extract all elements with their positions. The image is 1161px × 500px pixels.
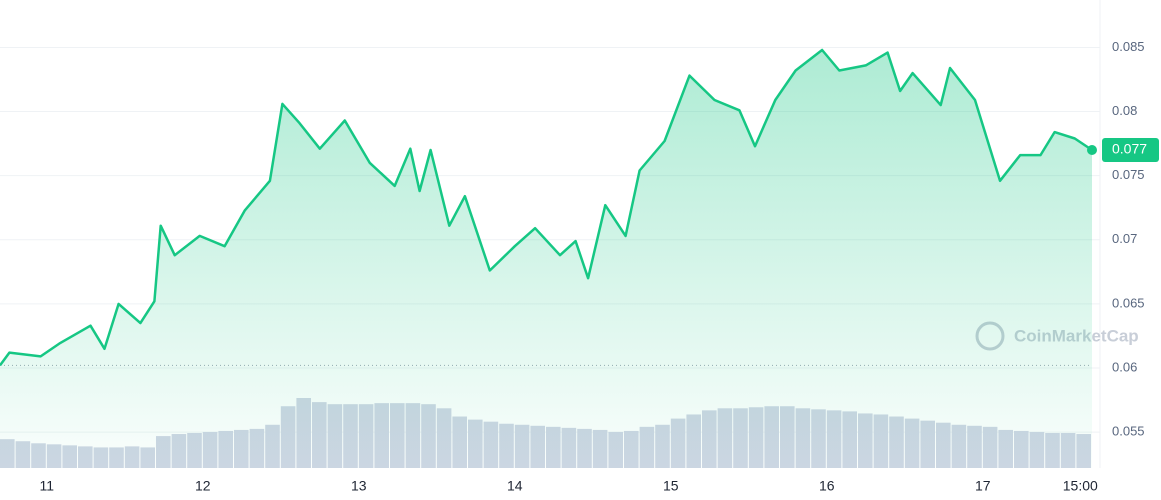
x-tick-label: 14 <box>507 478 523 494</box>
x-tick-label: 13 <box>351 478 367 494</box>
x-tick-label: 16 <box>819 478 835 494</box>
x-tick-label: 17 <box>975 478 991 494</box>
y-tick-label: 0.075 <box>1112 167 1145 182</box>
y-tick-label: 0.055 <box>1112 424 1145 439</box>
last-point <box>1087 145 1097 156</box>
price-line <box>0 48 1093 367</box>
y-tick-label: 0.065 <box>1112 295 1145 310</box>
x-tick-label: 15:00 <box>1063 478 1098 494</box>
x-tick-label: 11 <box>40 478 55 494</box>
y-tick-label: 0.08 <box>1112 103 1137 118</box>
price-area <box>0 50 1092 468</box>
x-tick-label: 12 <box>195 478 211 494</box>
price-tag-label: 0.077 <box>1112 141 1147 157</box>
y-tick-label: 0.07 <box>1112 231 1137 246</box>
y-tick-label: 0.085 <box>1112 39 1145 54</box>
price-tag <box>1102 138 1159 163</box>
x-tick-label: 15 <box>663 478 679 494</box>
y-tick-label: 0.06 <box>1112 359 1137 374</box>
